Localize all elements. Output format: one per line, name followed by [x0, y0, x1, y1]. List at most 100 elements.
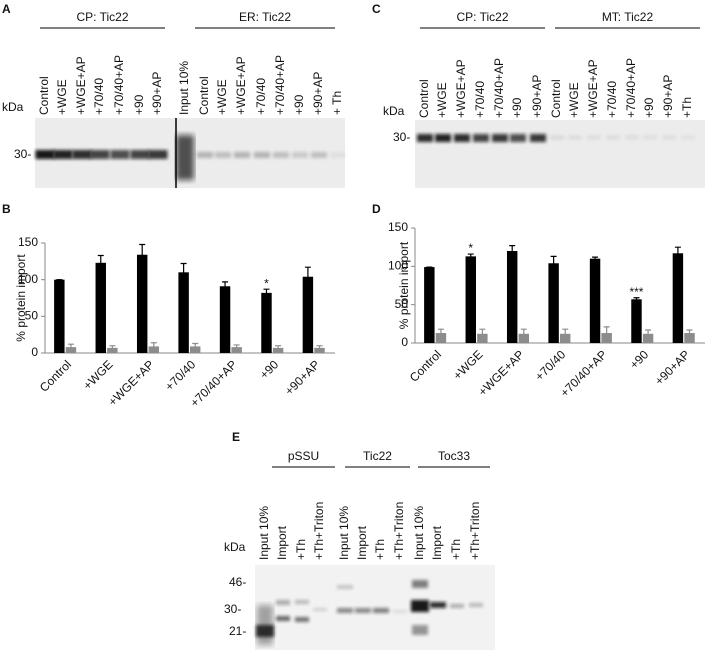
- lane-label: +90+AP: [530, 75, 544, 118]
- gel-band: [215, 152, 231, 158]
- gel-band: [254, 152, 270, 158]
- gel-band: [176, 135, 194, 180]
- lane-label: +70/40: [473, 81, 487, 118]
- gel-band: [662, 135, 676, 140]
- lane-label: +Th+Triton: [312, 502, 326, 560]
- error-bar: [67, 343, 74, 351]
- gel-band: [568, 135, 582, 140]
- x-tick-label: +WGE: [450, 347, 485, 382]
- group-label: Toc33: [438, 449, 470, 463]
- error-bar: [139, 243, 146, 265]
- error-bar: [180, 262, 187, 282]
- gel-band: [411, 600, 429, 612]
- gel-band: [295, 617, 309, 622]
- error-bar: [686, 329, 693, 337]
- group-label: CP: Tic22: [76, 10, 128, 24]
- y-tick-label: 0: [401, 335, 408, 349]
- error-bar: [97, 254, 104, 271]
- y-tick-label: 100: [388, 259, 408, 273]
- bar: [54, 279, 65, 353]
- group-label: Tic22: [363, 449, 392, 463]
- lane-label: +70/40+AP: [273, 55, 287, 115]
- error-bar: [479, 328, 486, 339]
- bar: [190, 346, 201, 353]
- lane-label: +70/40: [605, 81, 619, 118]
- bar: [506, 251, 518, 343]
- error-bar: [263, 288, 270, 297]
- error-bar: [222, 281, 229, 291]
- gel-band: [234, 152, 250, 158]
- bar: [631, 299, 642, 343]
- marker-label: 21-: [229, 624, 246, 638]
- error-bar: [633, 297, 640, 301]
- lane-label: +Th: [294, 539, 308, 560]
- x-tick-label: +90: [257, 357, 282, 382]
- lane-label: Control: [417, 79, 431, 118]
- group-label: CP: Tic22: [456, 10, 508, 24]
- gel-band: [450, 604, 464, 608]
- gel: [415, 120, 705, 188]
- bar: [302, 276, 314, 353]
- gel-band: [412, 625, 428, 635]
- gel-band: [492, 134, 508, 142]
- marker-label: 30-: [393, 130, 410, 144]
- bar: [95, 262, 106, 353]
- gel-band: [148, 150, 168, 159]
- x-tick-label: +90+AP: [282, 357, 323, 398]
- gel-band: [643, 135, 657, 140]
- bar: [589, 258, 601, 343]
- lane-label: +Th: [373, 539, 387, 560]
- gel-band: [510, 134, 526, 142]
- error-bar: [275, 345, 282, 351]
- lane-label: Input 10%: [177, 61, 191, 115]
- bar: [465, 256, 476, 343]
- lane-label: Import: [430, 525, 444, 560]
- bar: [424, 267, 435, 343]
- lane-label: +70/40+AP: [112, 55, 126, 115]
- gel-band: [412, 580, 428, 588]
- gel-band: [530, 134, 546, 142]
- bar: [136, 254, 148, 353]
- lane-label: +70/40: [92, 78, 106, 115]
- bar: [642, 333, 654, 343]
- gel-band: [72, 150, 92, 159]
- lane-label: Import: [355, 525, 369, 560]
- gel-band: [276, 616, 290, 621]
- lane-label: Import: [275, 525, 289, 560]
- lane-label: +Th+Triton: [392, 502, 406, 560]
- lane-label: +90: [292, 94, 306, 115]
- error-bar: [674, 246, 681, 260]
- significance: *: [468, 241, 473, 255]
- significance: ***: [629, 285, 643, 299]
- group-label: pSSU: [288, 449, 319, 463]
- y-axis-label: % protein import: [397, 241, 411, 329]
- error-bar: [233, 344, 240, 350]
- lane-label: Control: [37, 76, 51, 115]
- gel-band: [393, 610, 407, 613]
- gel-band: [430, 602, 446, 608]
- error-bar: [509, 245, 516, 257]
- gel-band: [90, 150, 110, 159]
- error-bar: [562, 328, 569, 339]
- lane-label: +WGE+AP: [586, 59, 600, 118]
- error-bar: [520, 328, 527, 339]
- bar: [231, 347, 242, 353]
- gel-band: [130, 150, 150, 159]
- error-bar: [109, 345, 116, 351]
- lane-label: +Th+Triton: [468, 502, 482, 560]
- gel-band: [330, 152, 346, 158]
- bar: [314, 347, 325, 353]
- lane-label: +Th: [449, 539, 463, 560]
- gel-band: [276, 600, 290, 605]
- panel-label: B: [2, 202, 11, 216]
- y-tick-label: 150: [18, 235, 38, 249]
- error-bar: [603, 326, 610, 340]
- lane-label: Control: [549, 79, 563, 118]
- significance: *: [264, 276, 269, 290]
- bar: [107, 347, 118, 353]
- lane-label: +70/40+AP: [624, 58, 638, 118]
- error-bar: [645, 329, 652, 338]
- x-tick-label: +70/40: [532, 347, 568, 383]
- y-tick-label: 0: [31, 345, 38, 359]
